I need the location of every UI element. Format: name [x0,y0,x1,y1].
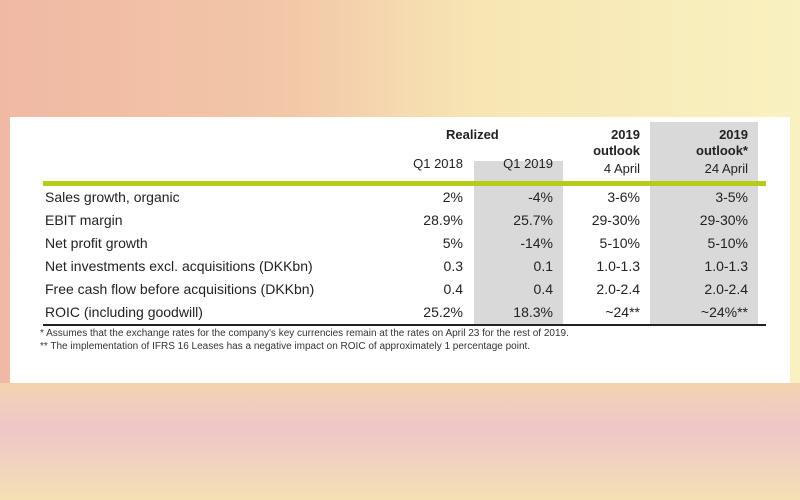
cell-outlook-24-april: 29-30% [699,212,748,228]
header-q1-2018: Q1 2018 [413,156,463,171]
row-label: Net profit growth [45,235,148,251]
cell-q1-2019: 18.3% [513,304,553,320]
cell-outlook-4-april: ~24** [605,304,640,320]
cell-q1-2018: 0.3 [443,258,463,274]
header-outlook-label: outlook [593,143,640,158]
cell-q1-2018: 25.2% [423,304,463,320]
row-label: Net investments excl. acquisitions (DKKb… [45,258,313,274]
cell-q1-2018: 0.4 [443,281,463,297]
footnote-2: ** The implementation of IFRS 16 Leases … [40,341,531,352]
row-label: Free cash flow before acquisitions (DKKb… [45,281,315,297]
cell-q1-2019: 0.4 [533,281,553,297]
cell-outlook-24-april: 5-10% [707,235,748,251]
header-outlook-date: 4 April [603,161,640,176]
shaded-column-outlook-24-april [650,122,758,324]
cell-q1-2018: 28.9% [423,212,463,228]
header-outlook-year: 2019 [611,127,640,142]
cell-outlook-4-april: 2.0-2.4 [596,281,640,297]
header-outlook2-year: 2019 [719,127,748,142]
footnote-1: * Assumes that the exchange rates for th… [40,328,569,339]
cell-outlook-4-april: 5-10% [599,235,640,251]
cell-outlook-24-april: 1.0-1.3 [704,258,748,274]
cell-outlook-4-april: 29-30% [591,212,640,228]
cell-outlook-24-april: ~24%** [700,304,748,320]
header-realized: Realized [446,127,499,142]
cell-q1-2018: 2% [442,189,463,205]
cell-outlook-24-april: 2.0-2.4 [704,281,748,297]
cell-outlook-4-april: 1.0-1.3 [596,258,640,274]
header-outlook2-date: 24 April [704,161,748,176]
background-bottom [0,383,800,500]
cell-outlook-4-april: 3-6% [607,189,640,205]
row-label: Sales growth, organic [45,189,180,205]
row-label: ROIC (including goodwill) [45,304,203,320]
header-outlook2-label: outlook* [696,143,748,158]
table-bottom-rule [43,324,766,326]
cell-q1-2018: 5% [442,235,463,251]
cell-q1-2019: -4% [528,189,553,205]
shaded-column-q1-2019 [474,161,563,324]
outlook-table: Realized Q1 2018 Q1 2019 2019 outlook 4 … [10,117,790,383]
cell-q1-2019: -14% [520,235,553,251]
cell-outlook-24-april: 3-5% [715,189,748,205]
cell-q1-2019: 0.1 [533,258,553,274]
cell-q1-2019: 25.7% [513,212,553,228]
row-label: EBIT margin [45,212,123,228]
header-q1-2019: Q1 2019 [503,156,553,171]
header-divider [43,181,766,186]
